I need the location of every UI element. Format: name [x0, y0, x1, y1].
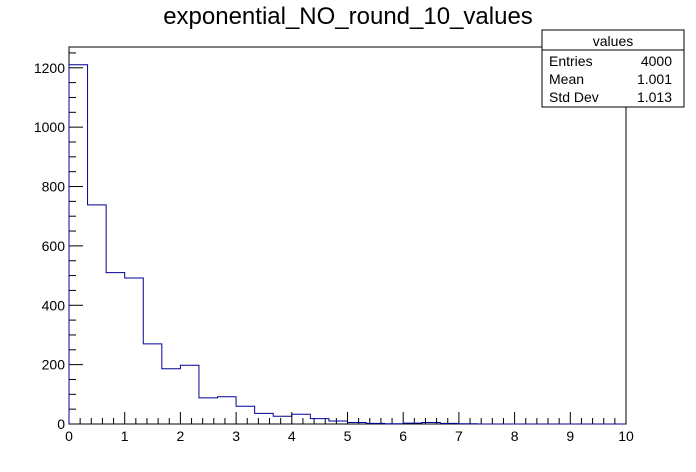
x-tick-label: 4 [288, 428, 296, 444]
stats-stddev-value: 1.013 [637, 89, 672, 105]
x-tick-label: 0 [65, 428, 73, 444]
histogram-bin [162, 369, 181, 424]
stats-mean-value: 1.001 [637, 71, 672, 87]
y-tick-label: 400 [42, 297, 66, 313]
histogram-bin [292, 414, 311, 424]
histogram-bin [218, 397, 237, 424]
histogram-bin [255, 413, 274, 424]
histogram-bin [180, 365, 199, 424]
y-tick-label: 600 [42, 238, 66, 254]
stats-mean-label: Mean [549, 71, 584, 87]
y-tick-label: 0 [57, 416, 65, 432]
histogram-bars [68, 64, 626, 425]
histogram-outline [68, 64, 626, 425]
histogram-bin [236, 406, 255, 424]
histogram-bin [88, 205, 107, 424]
stats-stddev-label: Std Dev [549, 89, 599, 105]
x-tick-label: 3 [232, 428, 240, 444]
histogram-bin [199, 398, 218, 424]
x-tick-label: 8 [511, 428, 519, 444]
chart-title: exponential_NO_round_10_values [163, 3, 533, 30]
histogram-bin [273, 416, 292, 424]
x-tick-label: 6 [399, 428, 407, 444]
x-tick-label: 9 [566, 428, 574, 444]
stats-box-title: values [593, 33, 633, 49]
histogram-bin [125, 278, 144, 424]
stats-entries-label: Entries [549, 53, 593, 69]
stats-entries-value: 4000 [641, 53, 672, 69]
stats-box-frame [541, 29, 685, 108]
x-tick-label: 10 [618, 428, 634, 444]
x-axis: 0 1 2 3 4 5 6 7 8 9 10 [65, 412, 634, 444]
histogram-bin [143, 344, 162, 424]
histogram-bin [69, 65, 88, 424]
x-tick-label: 2 [177, 428, 185, 444]
histogram-bin [310, 419, 329, 424]
x-tick-label: 1 [121, 428, 129, 444]
x-tick-label: 5 [344, 428, 352, 444]
x-tick-label: 7 [455, 428, 463, 444]
stats-box: values Entries 4000 Mean 1.001 Std Dev 1… [541, 29, 685, 108]
histogram-bin [106, 273, 125, 424]
y-tick-label: 1000 [34, 119, 65, 135]
y-tick-label: 200 [42, 357, 66, 373]
y-tick-label: 800 [42, 179, 66, 195]
y-axis: 0 200 400 600 800 1000 1200 [34, 52, 83, 432]
y-tick-label: 1200 [34, 60, 65, 76]
